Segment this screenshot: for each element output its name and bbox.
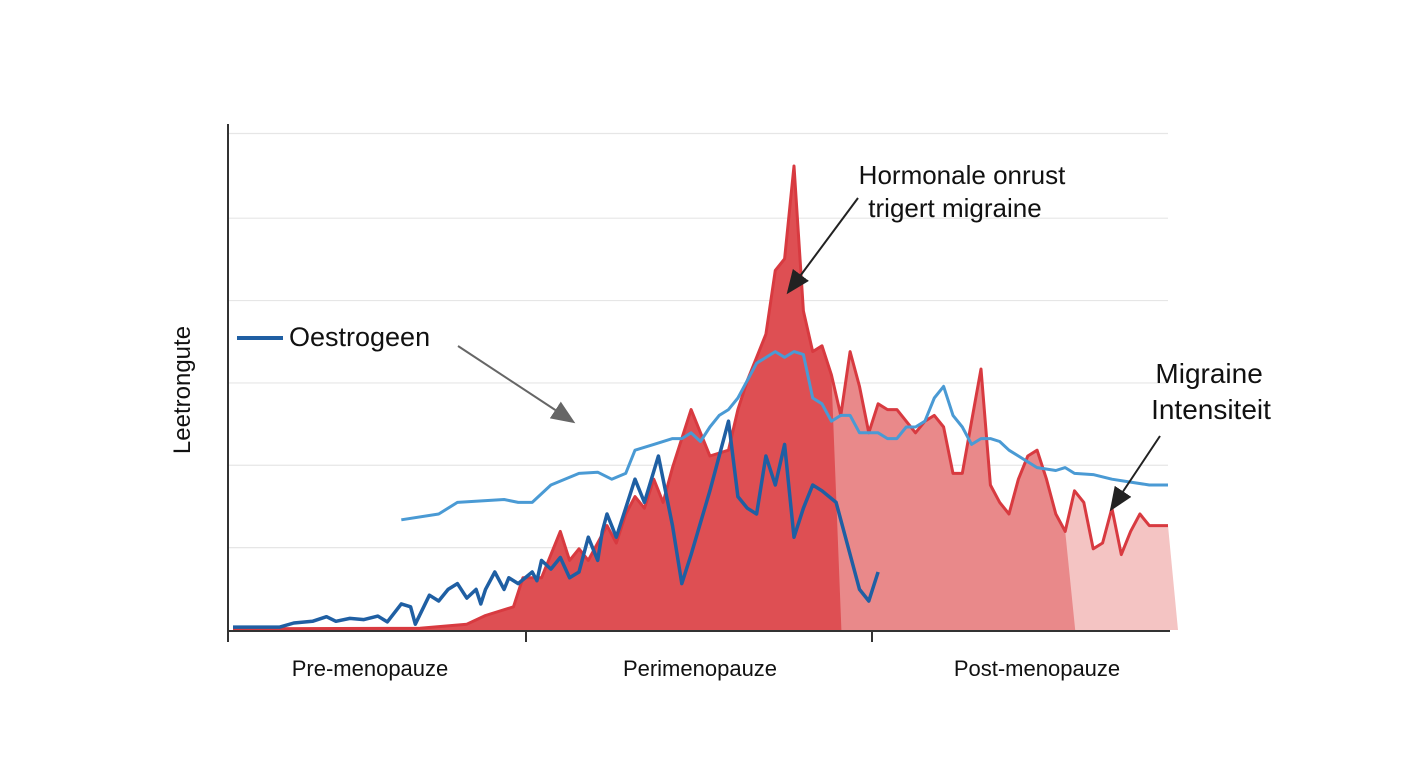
y-axis-label: Leetrongute [169, 326, 196, 454]
series-label-migraine-text: Migraine [1155, 358, 1262, 389]
migraine-arrow [1109, 435, 1161, 512]
x-tick-label-pre: Pre-menopauze [292, 656, 449, 681]
annotation-line-1: Hormonale onrust [859, 160, 1066, 190]
x-tick-label-post: Post-menopauze [954, 656, 1120, 681]
x-tick-label-peri: Perimenopauze [623, 656, 777, 681]
migraine-area-layer-dark [233, 166, 842, 630]
migraine-outline [232, 164, 1168, 631]
legend-arrow-oestrogeen [457, 345, 576, 424]
migraine-area-layers [232, 164, 1178, 631]
migraine-area-layer-mid [233, 166, 1076, 630]
series-label-migraine-text-2: Intensiteit [1151, 394, 1271, 425]
annotation-line-2: trigert migraine [868, 193, 1041, 223]
trend-line [401, 350, 1168, 522]
annotation-arrow [786, 197, 859, 295]
series-lines [233, 350, 1168, 629]
oestrogeen-line [233, 419, 880, 629]
series-label-migraine: Migraine Intensiteit [1151, 358, 1271, 425]
legend-label-oestrogeen: Oestrogeen [289, 322, 430, 352]
